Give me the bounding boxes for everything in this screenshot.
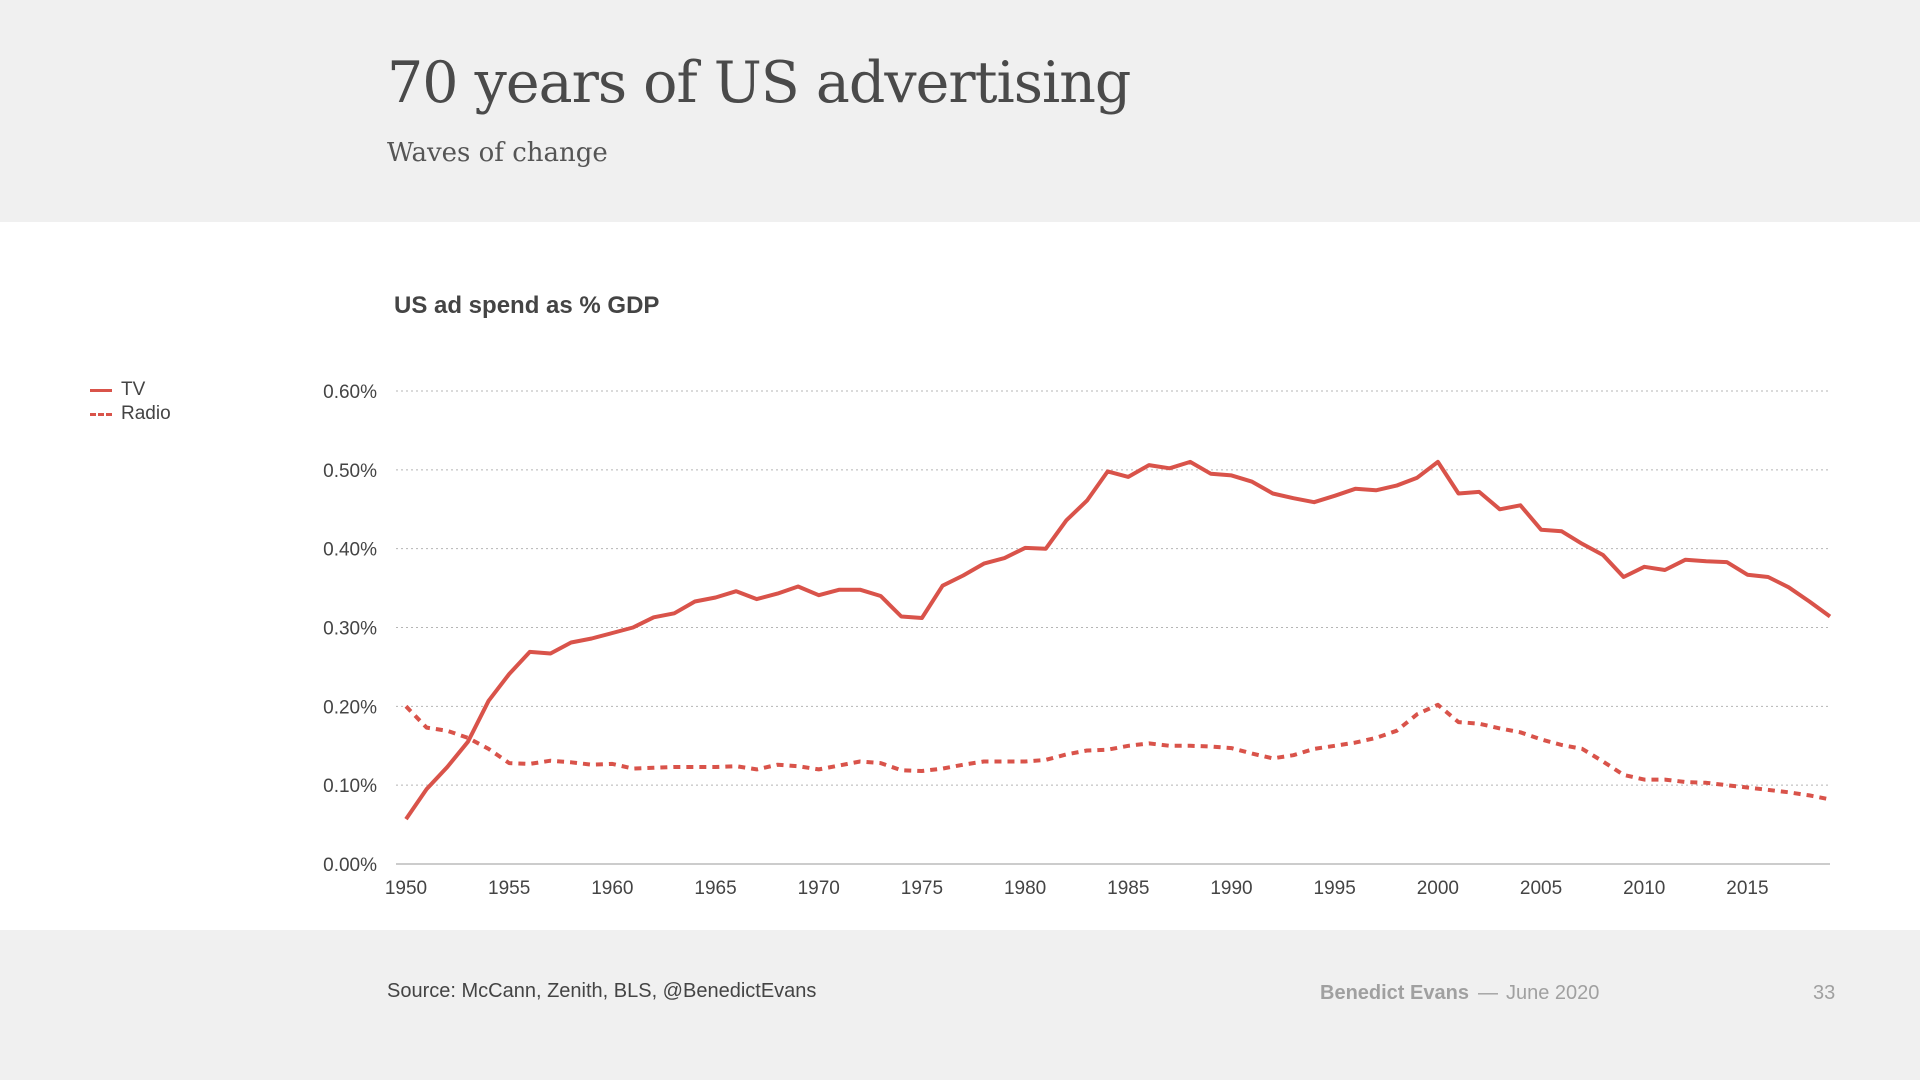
credit-date: June 2020 — [1506, 982, 1600, 1004]
x-tick-label: 1965 — [694, 878, 736, 899]
y-tick-label: 0.60% — [323, 382, 377, 403]
x-tick-label: 2005 — [1520, 878, 1562, 899]
page-title: 70 years of US advertising — [387, 50, 1131, 116]
y-tick-label: 0.20% — [323, 697, 377, 718]
legend-swatch-solid — [90, 388, 112, 392]
page-number: 33 — [1813, 982, 1836, 1004]
x-tick-label: 1975 — [901, 878, 943, 899]
chart-legend: TV Radio — [90, 378, 171, 426]
y-tick-label: 0.00% — [323, 855, 377, 876]
source-note: Source: McCann, Zenith, BLS, @BenedictEv… — [387, 980, 817, 1002]
x-tick-label: 2010 — [1623, 878, 1665, 899]
x-tick-label: 2000 — [1417, 878, 1459, 899]
legend-label-tv: TV — [121, 379, 146, 400]
x-tick-label: 1950 — [385, 878, 427, 899]
x-tick-label: 1960 — [591, 878, 633, 899]
author-name: Benedict Evans — [1320, 982, 1469, 1004]
header-band: 70 years of US advertising Waves of chan… — [0, 0, 1920, 222]
footer-credit: Benedict Evans — June 2020 33 — [1320, 982, 1920, 1006]
legend-swatch-dashed — [90, 412, 112, 416]
y-tick-label: 0.50% — [323, 461, 377, 482]
x-tick-label: 2015 — [1726, 878, 1768, 899]
legend-label-radio: Radio — [121, 403, 171, 424]
credit-separator: — — [1478, 982, 1498, 1004]
y-tick-label: 0.30% — [323, 619, 377, 640]
x-tick-label: 1990 — [1210, 878, 1252, 899]
x-tick-label: 1985 — [1107, 878, 1149, 899]
series-line-tv — [404, 459, 1832, 821]
chart-title: US ad spend as % GDP — [394, 292, 660, 319]
y-tick-label: 0.10% — [323, 776, 377, 797]
legend-item-tv: TV — [90, 378, 171, 402]
x-tick-label: 1980 — [1004, 878, 1046, 899]
x-tick-label: 1970 — [798, 878, 840, 899]
x-tick-label: 1955 — [488, 878, 530, 899]
x-tick-label: 1995 — [1314, 878, 1356, 899]
legend-item-radio: Radio — [90, 402, 171, 426]
y-tick-label: 0.40% — [323, 540, 377, 561]
page-subtitle: Waves of change — [387, 138, 608, 168]
